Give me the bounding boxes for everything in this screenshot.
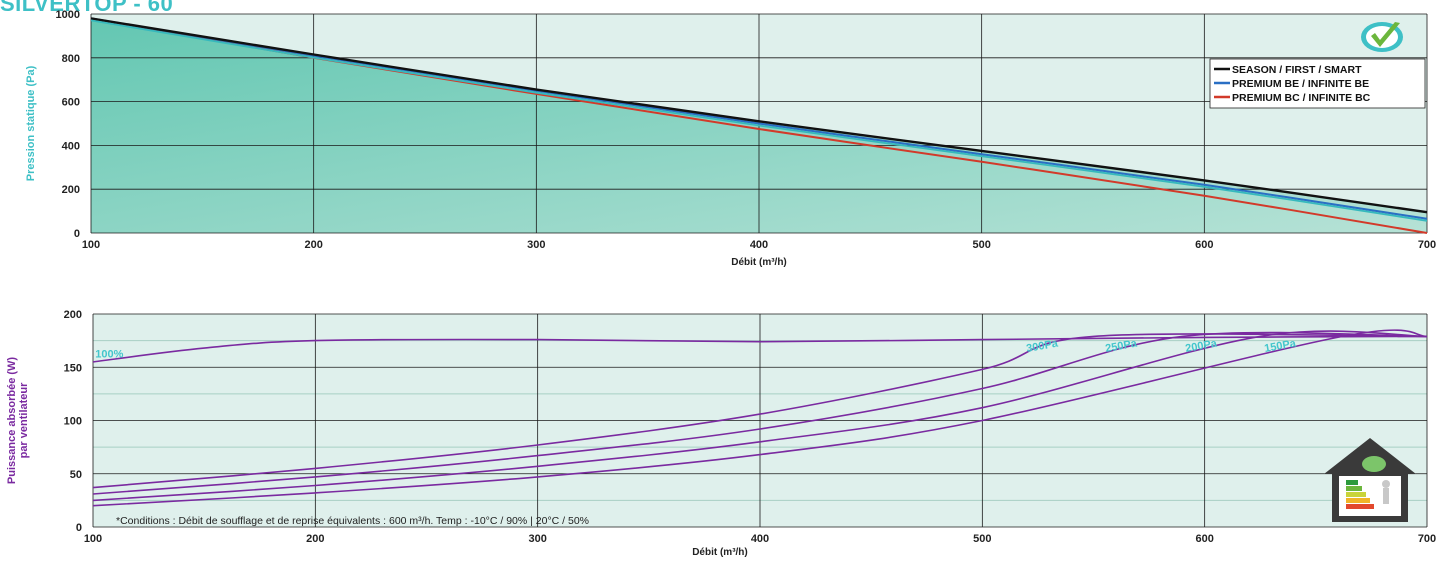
x-tick-label: 600 <box>1195 239 1213 251</box>
legend-label: PREMIUM BE / INFINITE BE <box>1232 78 1369 90</box>
x-tick-label: 200 <box>304 239 322 251</box>
y-tick-label: 100 <box>64 416 82 428</box>
curve-label-300pa: 300Pa <box>1025 337 1059 354</box>
pressure-chart: 100 200 300 400 500 600 700 0 200 400 600 800 1000 Dé… <box>25 9 1436 268</box>
x-axis-label: Débit (m³/h) <box>692 547 748 558</box>
x-tick-label: 100 <box>82 239 100 251</box>
x-tick-label: 100 <box>84 533 102 545</box>
x-tick-label: 700 <box>1418 239 1436 251</box>
y-tick-label: 600 <box>62 97 80 109</box>
x-tick-label: 300 <box>527 239 545 251</box>
y-tick-label: 400 <box>62 140 80 152</box>
y-tick-label: 0 <box>74 228 80 240</box>
x-tick-label: 400 <box>751 533 769 545</box>
curve-label-250pa: 250Pa <box>1104 337 1138 354</box>
validation-check-icon <box>1361 22 1403 52</box>
y-axis-label: Pression statique (Pa) <box>25 65 37 181</box>
legend-label: SEASON / FIRST / SMART <box>1232 64 1362 76</box>
x-tick-label: 700 <box>1418 533 1436 545</box>
curve-label-150pa: 150Pa <box>1263 337 1297 354</box>
x-tick-label: 500 <box>973 533 991 545</box>
y-axis-label: Puissance absorbée (W)par ventilateur <box>6 357 30 484</box>
x-tick-label: 200 <box>306 533 324 545</box>
curve-label-200pa: 200Pa <box>1184 337 1218 354</box>
energy-efficiency-house-icon <box>1324 438 1416 522</box>
x-tick-label: 300 <box>528 533 546 545</box>
conditions-note: *Conditions : Débit de soufflage et de r… <box>116 515 589 527</box>
power-curve-200pa <box>92 330 1428 502</box>
series-line-season <box>90 17 1428 214</box>
chart-title: SILVERTOP - 60 <box>0 0 174 16</box>
y-tick-label: 1000 <box>56 9 80 21</box>
power-curve-100pct <box>92 335 1428 363</box>
power-curve-300pa <box>92 333 1428 489</box>
y-tick-label: 800 <box>62 53 80 65</box>
series-line-premium-be-shade <box>90 19 1428 222</box>
power-curve-250pa <box>92 331 1428 495</box>
x-tick-label: 600 <box>1195 533 1213 545</box>
legend-box <box>1209 58 1426 109</box>
x-tick-label: 400 <box>750 239 768 251</box>
curve-label-100pct: 100% <box>95 349 123 361</box>
y-tick-label: 0 <box>76 522 82 534</box>
y-tick-label: 50 <box>70 469 82 481</box>
y-tick-label: 150 <box>64 362 82 374</box>
y-tick-label: 200 <box>64 309 82 321</box>
y-tick-label: 200 <box>62 184 80 196</box>
x-tick-label: 500 <box>972 239 990 251</box>
power-curve-150pa <box>92 329 1428 507</box>
x-axis-label: Débit (m³/h) <box>731 257 787 268</box>
chart-legend: SEASON / FIRST / SMART PREMIUM BE / INFIN… <box>1209 58 1426 109</box>
legend-label: PREMIUM BC / INFINITE BC <box>1232 92 1371 104</box>
